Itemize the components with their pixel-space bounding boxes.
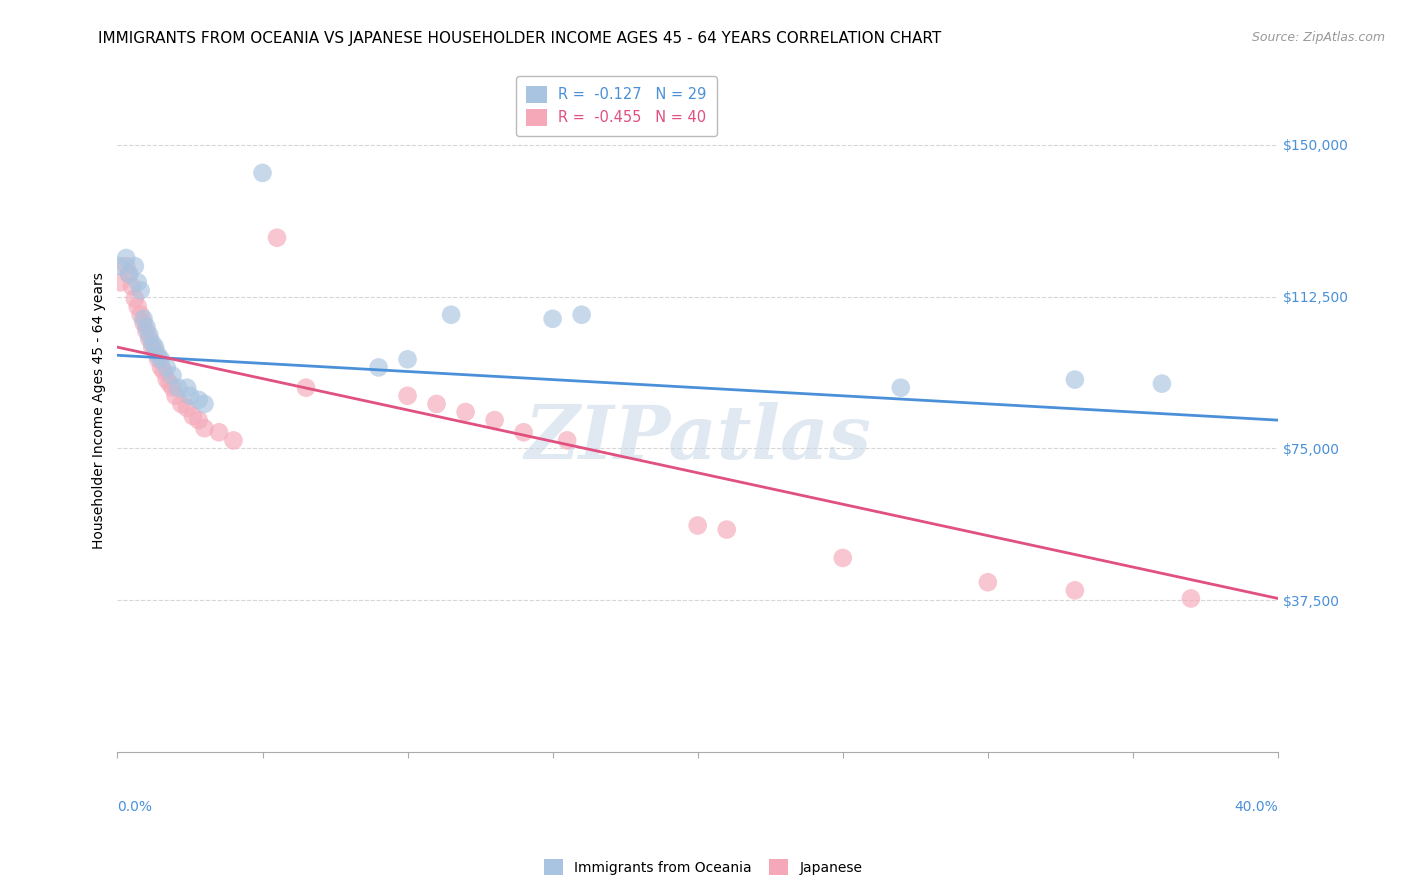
Point — [115, 251, 138, 265]
Point — [208, 425, 231, 440]
Point — [541, 311, 564, 326]
Point — [124, 259, 146, 273]
Point — [454, 405, 477, 419]
Point — [831, 550, 853, 565]
Point — [135, 324, 157, 338]
Text: 40.0%: 40.0% — [1234, 800, 1278, 814]
Point — [1150, 376, 1173, 391]
Point — [295, 381, 318, 395]
Point — [146, 352, 169, 367]
Point — [149, 352, 172, 367]
Point — [118, 267, 141, 281]
Point — [138, 328, 160, 343]
Point — [571, 308, 593, 322]
Point — [124, 292, 146, 306]
Point — [132, 311, 155, 326]
Text: ZIPatlas: ZIPatlas — [524, 401, 872, 475]
Point — [484, 413, 506, 427]
Legend: R =  -0.127   N = 29, R =  -0.455   N = 40: R = -0.127 N = 29, R = -0.455 N = 40 — [516, 76, 717, 136]
Point — [176, 401, 198, 415]
Point — [115, 259, 138, 273]
Point — [149, 360, 172, 375]
Text: IMMIGRANTS FROM OCEANIA VS JAPANESE HOUSEHOLDER INCOME AGES 45 - 64 YEARS CORREL: IMMIGRANTS FROM OCEANIA VS JAPANESE HOUS… — [98, 31, 942, 46]
Point — [193, 397, 215, 411]
Legend: Immigrants from Oceania, Japanese: Immigrants from Oceania, Japanese — [538, 854, 868, 880]
Point — [127, 276, 149, 290]
Point — [135, 319, 157, 334]
Point — [396, 389, 419, 403]
Point — [110, 276, 132, 290]
Point — [512, 425, 534, 440]
Point — [1180, 591, 1202, 606]
Point — [146, 348, 169, 362]
Point — [716, 523, 738, 537]
Point — [118, 267, 141, 281]
Point — [266, 231, 288, 245]
Point — [170, 397, 193, 411]
Point — [1063, 583, 1085, 598]
Point — [252, 166, 274, 180]
Point — [143, 340, 166, 354]
Point — [143, 344, 166, 359]
Point — [181, 409, 204, 423]
Point — [138, 332, 160, 346]
Point — [426, 397, 449, 411]
Point — [187, 392, 209, 407]
Point — [162, 381, 184, 395]
Point — [367, 360, 389, 375]
Point — [121, 279, 143, 293]
Point — [141, 336, 163, 351]
Point — [977, 575, 1000, 590]
Point — [890, 381, 912, 395]
Point — [686, 518, 709, 533]
Point — [167, 381, 190, 395]
Point — [165, 389, 187, 403]
Point — [555, 434, 578, 448]
Point — [222, 434, 245, 448]
Point — [159, 376, 181, 391]
Point — [176, 381, 198, 395]
Point — [153, 364, 176, 378]
Point — [156, 360, 179, 375]
Point — [110, 259, 132, 273]
Point — [132, 316, 155, 330]
Point — [129, 308, 152, 322]
Point — [193, 421, 215, 435]
Point — [162, 368, 184, 383]
Point — [396, 352, 419, 367]
Point — [129, 284, 152, 298]
Point — [440, 308, 463, 322]
Point — [187, 413, 209, 427]
Y-axis label: Householder Income Ages 45 - 64 years: Householder Income Ages 45 - 64 years — [93, 272, 107, 549]
Point — [1063, 373, 1085, 387]
Point — [127, 300, 149, 314]
Text: 0.0%: 0.0% — [118, 800, 152, 814]
Point — [141, 340, 163, 354]
Text: Source: ZipAtlas.com: Source: ZipAtlas.com — [1251, 31, 1385, 45]
Point — [156, 373, 179, 387]
Point — [179, 389, 201, 403]
